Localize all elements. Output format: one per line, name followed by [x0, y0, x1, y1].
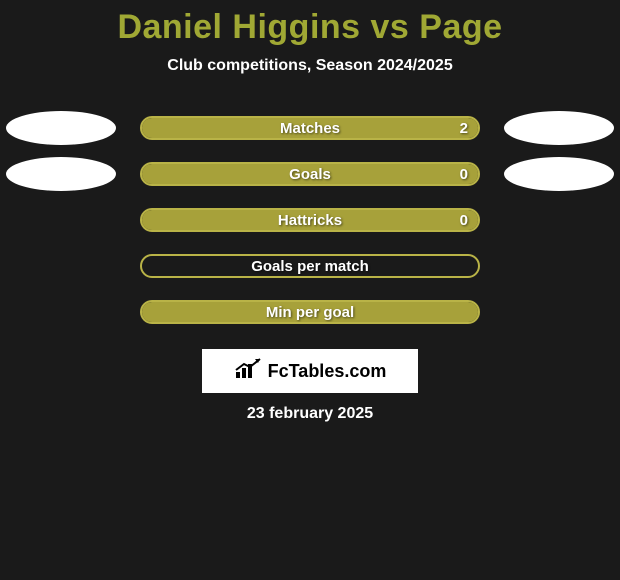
right-ellipse [504, 157, 614, 191]
stat-bar: Goals per match [140, 254, 480, 278]
stat-bar: Hattricks0 [140, 208, 480, 232]
stat-value: 0 [460, 164, 468, 184]
left-ellipse [6, 111, 116, 145]
stat-value: 0 [460, 210, 468, 230]
stat-label: Hattricks [142, 210, 478, 230]
right-ellipse [504, 111, 614, 145]
stat-row: Goals per match [0, 243, 620, 289]
stat-row: Goals0 [0, 151, 620, 197]
stat-value: 2 [460, 118, 468, 138]
stat-bar: Matches2 [140, 116, 480, 140]
logo-text: FcTables.com [268, 361, 387, 382]
stat-rows: Matches2Goals0Hattricks0Goals per matchM… [0, 105, 620, 335]
logo-box: FcTables.com [202, 349, 418, 393]
comparison-widget: Daniel Higgins vs Page Club competitions… [0, 0, 620, 423]
stat-bar: Min per goal [140, 300, 480, 324]
stat-label: Matches [142, 118, 478, 138]
stat-row: Matches2 [0, 105, 620, 151]
page-title: Daniel Higgins vs Page [0, 8, 620, 47]
chart-icon [234, 358, 262, 385]
stat-label: Goals per match [142, 256, 478, 276]
left-ellipse [6, 157, 116, 191]
stat-row: Hattricks0 [0, 197, 620, 243]
stat-bar: Goals0 [140, 162, 480, 186]
stat-label: Goals [142, 164, 478, 184]
stat-row: Min per goal [0, 289, 620, 335]
stat-label: Min per goal [142, 302, 478, 322]
date-text: 23 february 2025 [0, 405, 620, 423]
page-subtitle: Club competitions, Season 2024/2025 [0, 57, 620, 75]
